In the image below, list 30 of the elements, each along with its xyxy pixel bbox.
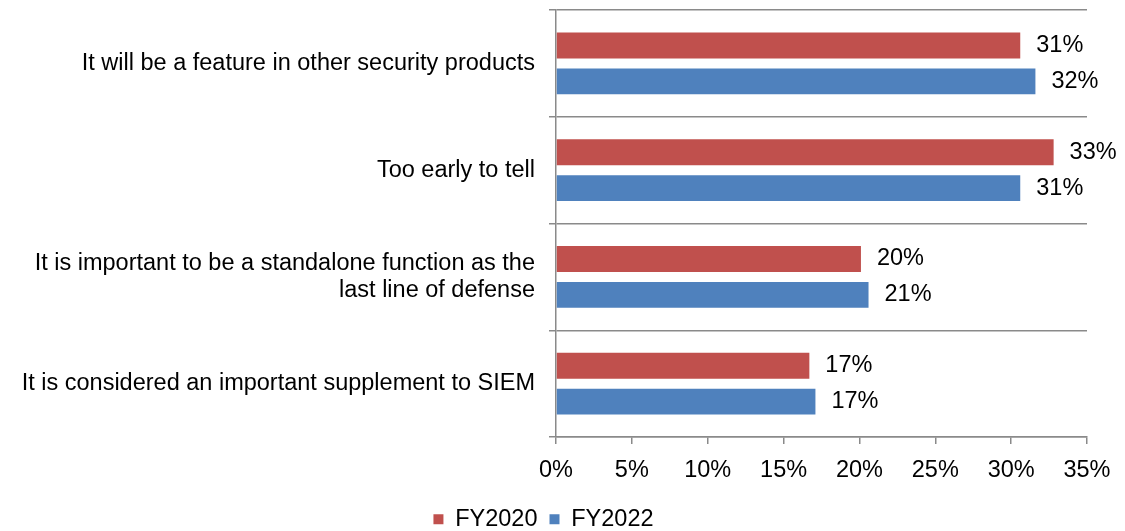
y-tick-label: It will be a feature in other security products [81, 48, 535, 75]
data-label: 31% [1036, 30, 1084, 57]
bar [556, 281, 869, 308]
bar [556, 139, 1054, 166]
data-label: 32% [1051, 66, 1099, 93]
data-label: 31% [1036, 173, 1084, 200]
data-label: 20% [876, 244, 925, 271]
legend-label: FY2020 [455, 504, 538, 531]
data-label: 21% [884, 280, 932, 307]
x-tick-label: 35% [1063, 455, 1111, 482]
bar [556, 68, 1036, 95]
legend-label: FY2022 [571, 504, 654, 531]
x-tick-label: 10% [684, 455, 732, 482]
bar [556, 388, 816, 415]
bar [556, 175, 1021, 202]
data-label: 33% [1069, 137, 1117, 164]
bar [556, 32, 1021, 59]
y-tick-label: It is important to be a standalone function as the last line of defense [34, 248, 535, 302]
x-tick-label: 20% [835, 455, 884, 482]
data-label: 17% [831, 387, 879, 414]
data-label: 17% [825, 351, 873, 378]
x-tick-label: 15% [760, 455, 808, 482]
x-tick-label: 25% [911, 455, 959, 482]
x-tick-label: 30% [987, 455, 1035, 482]
x-tick-label: 0% [539, 455, 574, 482]
bar [556, 245, 861, 272]
y-tick-label: Too early to tell [376, 155, 535, 182]
y-tick-label: It is considered an important supplement to SIEM [21, 369, 535, 396]
x-tick-label: 5% [614, 455, 649, 482]
bar [556, 352, 810, 379]
